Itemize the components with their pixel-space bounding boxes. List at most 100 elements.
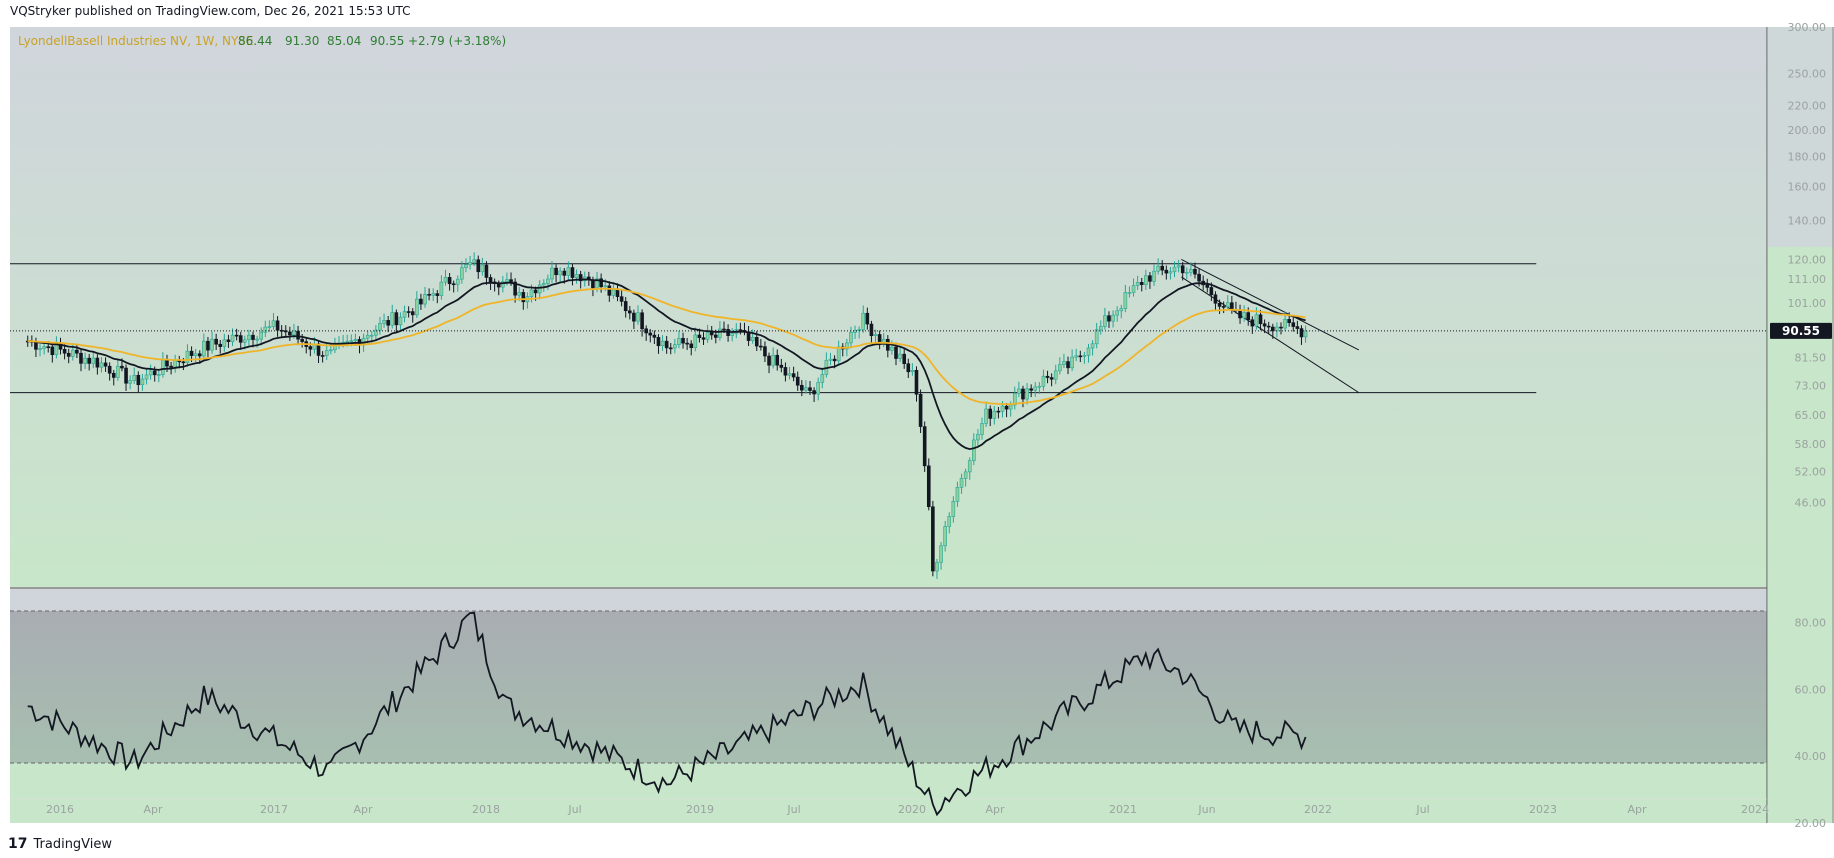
candle-body	[918, 393, 923, 427]
candle-body	[107, 365, 112, 374]
candle-body	[464, 264, 468, 268]
candle-body	[648, 332, 653, 336]
candle-body	[1115, 310, 1119, 316]
candle-body	[537, 284, 542, 294]
time-tick-label: 2019	[686, 803, 714, 816]
candle-body	[1193, 268, 1197, 275]
candle-body	[1058, 364, 1062, 372]
candle-body	[283, 330, 288, 333]
candle-body	[451, 283, 456, 286]
candle-body	[1299, 328, 1304, 338]
candle-body	[66, 352, 71, 357]
candle-body	[1045, 375, 1050, 378]
candle-body	[476, 259, 481, 273]
rsi-layer	[27, 611, 1307, 817]
price-tick-label: 101.00	[1788, 297, 1827, 310]
candle-body	[1295, 326, 1300, 329]
candle-body	[1156, 265, 1160, 272]
candle-body	[775, 354, 780, 366]
candle-body	[505, 279, 509, 282]
candle-body	[120, 365, 124, 369]
price-tick-label: 200.00	[1788, 124, 1827, 137]
candle-body	[1262, 323, 1267, 327]
candle-body	[906, 363, 911, 373]
candle-body	[230, 334, 235, 343]
candle-body	[1062, 361, 1066, 365]
candle-body	[263, 326, 268, 333]
candle-body	[615, 289, 620, 297]
candle-body	[603, 285, 608, 288]
candle-body	[562, 270, 567, 276]
candle-body	[87, 357, 91, 364]
candle-body	[681, 337, 685, 344]
candle-body	[292, 330, 296, 336]
price-tick-label: 160.00	[1788, 180, 1827, 193]
candle-body	[1176, 265, 1181, 268]
candle-body	[926, 465, 931, 508]
candle-body	[767, 355, 771, 366]
candle-body	[578, 274, 583, 282]
candle-body	[873, 334, 878, 336]
candle-body	[1070, 356, 1074, 369]
candle-body	[820, 374, 825, 383]
candle-body	[599, 278, 603, 288]
candle-body	[374, 329, 378, 336]
price-tick-label: 81.50	[1795, 352, 1827, 365]
tradingview-footer[interactable]: 17 TradingView	[8, 836, 112, 852]
candle-body	[763, 346, 767, 357]
candle-body	[1103, 315, 1107, 327]
candle-body	[140, 378, 145, 386]
candle-body	[1275, 326, 1279, 332]
candle-body	[423, 294, 427, 305]
candle-body	[460, 267, 464, 280]
price-axis[interactable]: 300.00 250.00 220.00 200.00 180.00 160.00 140.…	[1788, 21, 1827, 510]
candle-body	[271, 320, 276, 327]
candle-body	[148, 370, 153, 376]
candle-body	[1098, 326, 1103, 330]
rsi-tick-label: 20.00	[1795, 817, 1827, 830]
candle-body	[693, 334, 698, 348]
price-tick-label: 58.00	[1795, 438, 1827, 451]
candle-body	[394, 312, 399, 326]
ema-layer	[27, 278, 1306, 451]
time-tick-label: 2020	[898, 803, 926, 816]
candle-body	[193, 353, 198, 356]
time-tick-label: Jul	[786, 803, 800, 816]
candle-body	[353, 339, 358, 341]
ema-50-line	[27, 287, 1306, 406]
candle-body	[95, 357, 100, 368]
candle-body	[992, 410, 997, 419]
candle-body	[787, 373, 792, 376]
candle-body	[754, 337, 759, 347]
candle-body	[488, 277, 493, 283]
time-axis[interactable]: 2016 Apr 2017 Apr 2018 Jul 2019 Jul 2020 Apr 2021 J…	[46, 803, 1769, 816]
candle-body	[169, 365, 173, 368]
candle-body	[636, 312, 640, 322]
price-tick-label: 111.00	[1788, 273, 1827, 286]
candle-body	[750, 337, 755, 341]
candle-body	[845, 342, 849, 350]
time-tick-label: 2023	[1529, 803, 1557, 816]
time-tick-label: 2016	[46, 803, 74, 816]
time-tick-label: Apr	[1627, 803, 1647, 816]
candle-body	[222, 339, 227, 347]
price-tick-label: 73.00	[1795, 380, 1827, 393]
candle-body	[566, 267, 571, 276]
channel-upper[interactable]	[1181, 259, 1360, 351]
candle-body	[365, 335, 370, 339]
rsi-axis[interactable]: 80.00 60.00 40.00 20.00	[1795, 616, 1827, 830]
candle-body	[988, 408, 993, 419]
candle-body	[251, 334, 255, 340]
candle-body	[1213, 294, 1218, 304]
ema-20-line	[27, 278, 1306, 451]
candle-body	[967, 460, 972, 473]
candle-body	[480, 264, 485, 273]
ohlc-high: 91.30	[285, 34, 319, 48]
candle-body	[996, 410, 1001, 413]
drawings-layer[interactable]	[10, 259, 1537, 394]
candle-body	[881, 338, 886, 343]
candle-body	[1074, 355, 1079, 358]
candle-body	[288, 331, 292, 336]
candle-body	[1246, 312, 1251, 321]
